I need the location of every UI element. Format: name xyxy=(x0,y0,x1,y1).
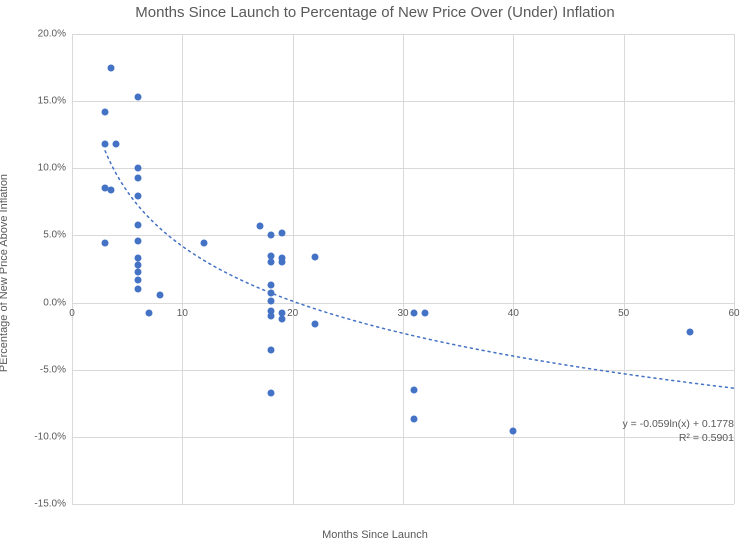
scatter-marker xyxy=(113,141,120,148)
scatter-marker xyxy=(135,237,142,244)
x-tick-label: 10 xyxy=(177,308,188,319)
gridline-x xyxy=(734,34,735,504)
scatter-marker xyxy=(102,240,109,247)
scatter-marker xyxy=(135,268,142,275)
y-tick-label: -5.0% xyxy=(26,364,66,375)
scatter-marker xyxy=(135,174,142,181)
trendline-r2: R² = 0.5901 xyxy=(623,431,735,445)
scatter-marker xyxy=(146,310,153,317)
scatter-marker xyxy=(411,310,418,317)
scatter-marker xyxy=(135,165,142,172)
x-tick-label: 40 xyxy=(508,308,519,319)
trendline-annotation: y = -0.059ln(x) + 0.1778R² = 0.5901 xyxy=(623,417,735,445)
scatter-marker xyxy=(267,259,274,266)
scatter-marker xyxy=(278,229,285,236)
y-tick-label: 5.0% xyxy=(26,230,66,241)
scatter-marker xyxy=(256,223,263,230)
scatter-marker xyxy=(107,64,114,71)
y-tick-label: 0.0% xyxy=(26,297,66,308)
y-tick-label: 20.0% xyxy=(26,29,66,40)
scatter-marker xyxy=(267,282,274,289)
scatter-marker xyxy=(686,329,693,336)
scatter-marker xyxy=(510,428,517,435)
scatter-marker xyxy=(135,286,142,293)
scatter-marker xyxy=(267,232,274,239)
scatter-marker xyxy=(135,193,142,200)
scatter-marker xyxy=(135,261,142,268)
scatter-marker xyxy=(311,253,318,260)
scatter-marker xyxy=(135,221,142,228)
chart-root: Months Since Launch to Percentage of New… xyxy=(0,0,750,545)
scatter-marker xyxy=(267,307,274,314)
y-tick-label: 10.0% xyxy=(26,163,66,174)
y-tick-label: 15.0% xyxy=(26,96,66,107)
x-tick-label: 50 xyxy=(618,308,629,319)
scatter-marker xyxy=(157,291,164,298)
x-tick-label: 30 xyxy=(397,308,408,319)
scatter-marker xyxy=(267,298,274,305)
chart-title: Months Since Launch to Percentage of New… xyxy=(0,4,750,21)
x-axis-label: Months Since Launch xyxy=(0,529,750,541)
scatter-marker xyxy=(107,186,114,193)
scatter-marker xyxy=(135,276,142,283)
y-tick-label: -15.0% xyxy=(26,499,66,510)
y-axis-label: PErcentage of New Price Above Inflation xyxy=(0,173,10,371)
scatter-marker xyxy=(411,386,418,393)
scatter-marker xyxy=(422,310,429,317)
scatter-marker xyxy=(267,290,274,297)
scatter-marker xyxy=(102,141,109,148)
scatter-marker xyxy=(267,252,274,259)
x-tick-label: 60 xyxy=(728,308,739,319)
scatter-marker xyxy=(201,240,208,247)
x-tick-label: 20 xyxy=(287,308,298,319)
scatter-marker xyxy=(135,94,142,101)
scatter-marker xyxy=(267,389,274,396)
scatter-marker xyxy=(278,255,285,262)
x-tick-label: 0 xyxy=(69,308,75,319)
scatter-marker xyxy=(135,255,142,262)
y-tick-label: -10.0% xyxy=(26,431,66,442)
scatter-marker xyxy=(278,310,285,317)
trendline-formula: y = -0.059ln(x) + 0.1778 xyxy=(623,417,735,431)
gridline-y xyxy=(72,504,734,505)
scatter-marker xyxy=(267,346,274,353)
scatter-marker xyxy=(411,416,418,423)
scatter-marker xyxy=(311,321,318,328)
scatter-marker xyxy=(102,108,109,115)
